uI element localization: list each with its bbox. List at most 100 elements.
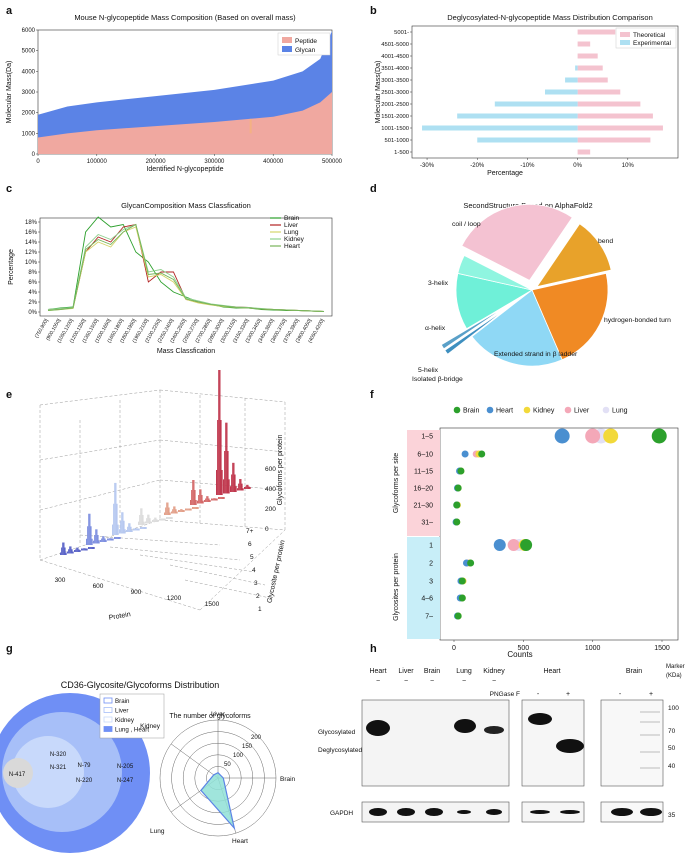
bar-3d	[120, 520, 122, 534]
bar-3d	[217, 420, 219, 495]
bar-3d	[121, 512, 123, 534]
y-tick-label: 4%	[28, 290, 37, 296]
bar-3d	[159, 518, 161, 521]
bar-3d	[231, 474, 233, 492]
bar-3d	[146, 518, 148, 524]
bar-3d	[74, 550, 76, 552]
bar-3d	[198, 495, 200, 504]
bar-3d	[166, 517, 168, 519]
bar-3d	[166, 502, 168, 515]
bar-3d	[141, 527, 143, 529]
pie-slice	[536, 223, 612, 288]
bar-3d	[140, 508, 142, 525]
dot-kidney	[603, 428, 619, 444]
y-tick-label: 7+	[246, 528, 254, 535]
dot-brain	[453, 518, 461, 526]
bar-3d	[143, 521, 145, 525]
chart-c-ylabel: Percentage	[8, 249, 15, 285]
x-tick-label: 1500	[654, 645, 670, 652]
bar-3d	[122, 512, 124, 534]
bar-3d	[209, 500, 211, 502]
bar-3d	[167, 502, 169, 515]
bar-3d	[216, 498, 218, 501]
bar-3d	[68, 549, 70, 554]
panel-label-b: b	[370, 5, 377, 17]
grid-line	[169, 564, 266, 586]
category-label: 3	[429, 579, 433, 586]
bar-3d	[162, 518, 164, 521]
line-heart	[47, 223, 325, 312]
category-label: 3501-4000	[381, 66, 409, 72]
chart-e-axes	[39, 389, 286, 611]
bar-3d	[81, 548, 83, 551]
legend-swatch	[620, 40, 630, 45]
dot-brain	[651, 428, 667, 444]
bar-3d	[195, 500, 197, 505]
bar-3d	[134, 528, 136, 531]
bar-3d	[100, 540, 102, 542]
chart-c-xlabel: Mass Classfication	[157, 348, 215, 355]
glycosite-label: N-417	[9, 772, 26, 778]
bar-3d	[176, 511, 178, 514]
radar-tick-label: 100	[233, 753, 244, 759]
grid-line	[159, 519, 286, 531]
glycosite-label: N-320	[50, 752, 67, 758]
bar-3d	[249, 487, 251, 489]
lane-sign: −	[404, 678, 408, 685]
bar-3d	[204, 500, 206, 502]
bar-3d	[201, 495, 203, 504]
legend-label: Peptide	[295, 38, 317, 45]
bar-3d	[220, 420, 222, 495]
y-tick-label: 18%	[25, 220, 38, 226]
x-tick-label: 300	[55, 577, 66, 584]
bar-3d	[182, 510, 184, 512]
bar-3d	[235, 486, 237, 492]
x-tick-label: -10%	[520, 163, 535, 169]
bar-3d	[157, 520, 159, 522]
marker-value: 40	[668, 763, 676, 770]
bar-3d	[113, 503, 115, 535]
legend-label: Lung , Heart	[115, 727, 149, 734]
bar-3d	[94, 535, 96, 544]
legend-swatch	[282, 37, 292, 43]
bar-3d	[108, 538, 110, 541]
bar-3d	[226, 422, 228, 494]
bar-3d	[214, 498, 216, 501]
bar-3d	[211, 498, 213, 501]
bar-3d	[128, 523, 130, 532]
bar-3d	[227, 451, 229, 494]
legend-label: Kidney	[533, 408, 555, 415]
dot-brain	[454, 484, 462, 492]
z-tick-label: 200	[265, 506, 276, 513]
radar-axis-label: Brain	[280, 776, 296, 783]
lane-sign: −	[492, 678, 496, 685]
band	[528, 713, 552, 725]
bar-3d	[107, 538, 109, 541]
chart-a-xlabel: Identified N-glycopeptide	[146, 166, 223, 173]
bar-3d	[192, 480, 194, 505]
bar-3d	[89, 513, 91, 545]
x-tick-label: -30%	[420, 163, 435, 169]
grid-line	[159, 439, 286, 453]
pie-label: Isolated β-bridge	[412, 376, 463, 383]
bar-3d	[142, 515, 144, 525]
bar-3d	[95, 529, 97, 544]
blot-1	[361, 699, 510, 787]
category-label: 501-1000	[385, 138, 410, 144]
bar-experimental	[494, 101, 578, 107]
bar-3d	[65, 552, 67, 555]
bar-3d	[136, 528, 138, 531]
dot-heart	[493, 539, 506, 551]
bar-3d	[115, 482, 117, 535]
bar-3d	[195, 507, 197, 509]
bar-3d	[163, 518, 165, 521]
bar-3d	[112, 538, 114, 541]
pie-label: bend	[598, 238, 613, 245]
legend-dot	[486, 406, 494, 414]
bar-3d	[247, 484, 249, 489]
marker-value: 70	[668, 728, 676, 735]
grid-line	[139, 554, 256, 573]
category-label: 7–	[425, 614, 433, 621]
x-tick-label: 0%	[573, 163, 582, 169]
